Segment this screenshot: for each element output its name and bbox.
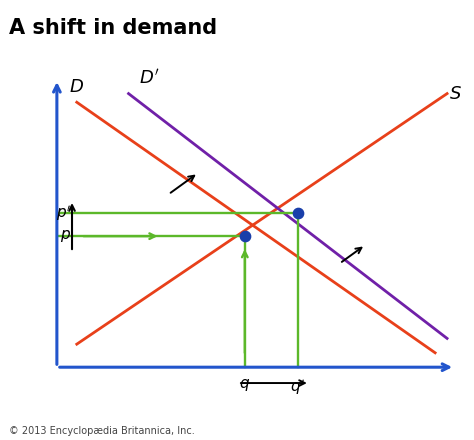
Text: $q'$: $q'$ [290, 377, 305, 397]
Text: $p$: $p$ [60, 228, 71, 244]
Text: $p'$: $p'$ [55, 203, 71, 223]
Point [241, 233, 248, 240]
Text: $q$: $q$ [239, 377, 250, 393]
Text: $S$: $S$ [449, 84, 462, 103]
Text: $D$: $D$ [69, 78, 84, 96]
Text: A shift in demand: A shift in demand [9, 18, 218, 37]
Text: © 2013 Encyclopædia Britannica, Inc.: © 2013 Encyclopædia Britannica, Inc. [9, 425, 195, 436]
Text: $D'$: $D'$ [138, 69, 159, 88]
Point [294, 209, 301, 216]
